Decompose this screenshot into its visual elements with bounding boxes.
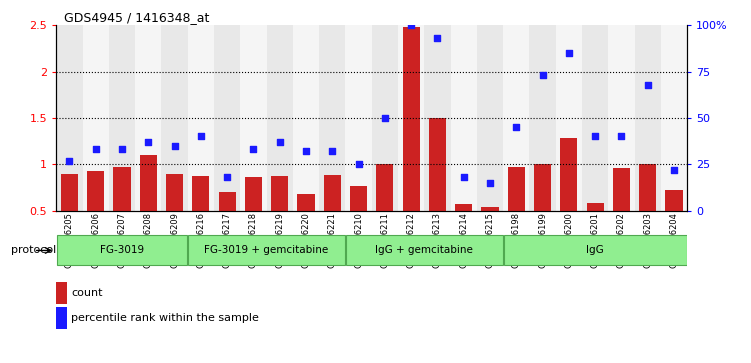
Bar — [508, 167, 525, 257]
Point — [222, 174, 234, 180]
Bar — [245, 177, 262, 257]
Text: IgG + gemcitabine: IgG + gemcitabine — [376, 245, 473, 256]
Point — [563, 50, 575, 56]
Bar — [376, 164, 394, 257]
Bar — [455, 204, 472, 257]
Point — [64, 158, 75, 163]
Bar — [398, 25, 424, 211]
Text: FG-3019: FG-3019 — [100, 245, 144, 256]
Bar — [582, 25, 608, 211]
Point — [668, 167, 680, 173]
Bar — [608, 25, 635, 211]
Text: percentile rank within the sample: percentile rank within the sample — [71, 313, 259, 323]
Bar — [424, 25, 451, 211]
FancyBboxPatch shape — [57, 236, 187, 265]
Bar — [319, 25, 345, 211]
Bar — [613, 168, 630, 257]
Bar — [83, 25, 109, 211]
FancyBboxPatch shape — [189, 236, 345, 265]
Point — [143, 139, 155, 145]
Bar — [661, 25, 687, 211]
Bar — [140, 155, 157, 257]
Bar — [324, 175, 341, 257]
Text: count: count — [71, 288, 103, 298]
Bar — [56, 25, 83, 211]
Bar — [267, 25, 293, 211]
Bar — [639, 164, 656, 257]
Bar — [56, 282, 67, 304]
Point — [379, 115, 391, 121]
Point — [195, 134, 207, 139]
Bar — [240, 25, 267, 211]
FancyBboxPatch shape — [504, 236, 686, 265]
Point — [116, 147, 128, 152]
Bar — [109, 25, 135, 211]
Bar — [271, 176, 288, 257]
Bar — [214, 25, 240, 211]
Bar — [161, 25, 188, 211]
Text: FG-3019 + gemcitabine: FG-3019 + gemcitabine — [204, 245, 329, 256]
Bar — [587, 203, 604, 257]
Point — [169, 143, 181, 149]
Bar — [477, 25, 503, 211]
Bar — [297, 194, 315, 257]
Bar — [451, 25, 477, 211]
Bar — [503, 25, 529, 211]
Point — [248, 147, 260, 152]
Point — [484, 180, 496, 186]
Point — [274, 139, 286, 145]
Bar — [403, 27, 420, 257]
Point — [457, 174, 470, 180]
Bar — [61, 174, 78, 257]
Bar — [192, 176, 210, 257]
Point — [641, 82, 653, 87]
Bar — [556, 25, 582, 211]
Bar — [372, 25, 398, 211]
Bar — [293, 25, 319, 211]
Bar — [635, 25, 661, 211]
Point — [406, 23, 418, 28]
Point — [326, 148, 338, 154]
Point — [300, 148, 312, 154]
Bar — [56, 307, 67, 329]
Bar — [188, 25, 214, 211]
Point — [590, 134, 602, 139]
FancyBboxPatch shape — [346, 236, 502, 265]
Bar — [665, 190, 683, 257]
Bar — [429, 118, 446, 257]
Point — [90, 147, 102, 152]
Text: protocol: protocol — [11, 245, 56, 256]
Point — [431, 36, 443, 41]
Point — [353, 161, 365, 167]
Bar — [87, 171, 104, 257]
Point — [511, 124, 523, 130]
Bar — [350, 185, 367, 257]
Bar — [345, 25, 372, 211]
Bar — [560, 138, 578, 257]
Text: GDS4945 / 1416348_at: GDS4945 / 1416348_at — [64, 11, 210, 24]
Bar — [481, 207, 499, 257]
Point — [536, 73, 548, 78]
Bar — [166, 174, 183, 257]
Bar — [534, 164, 551, 257]
Bar — [529, 25, 556, 211]
Bar — [219, 192, 236, 257]
Point — [616, 134, 628, 139]
Bar — [135, 25, 161, 211]
Bar — [113, 167, 131, 257]
Text: IgG: IgG — [587, 245, 604, 256]
